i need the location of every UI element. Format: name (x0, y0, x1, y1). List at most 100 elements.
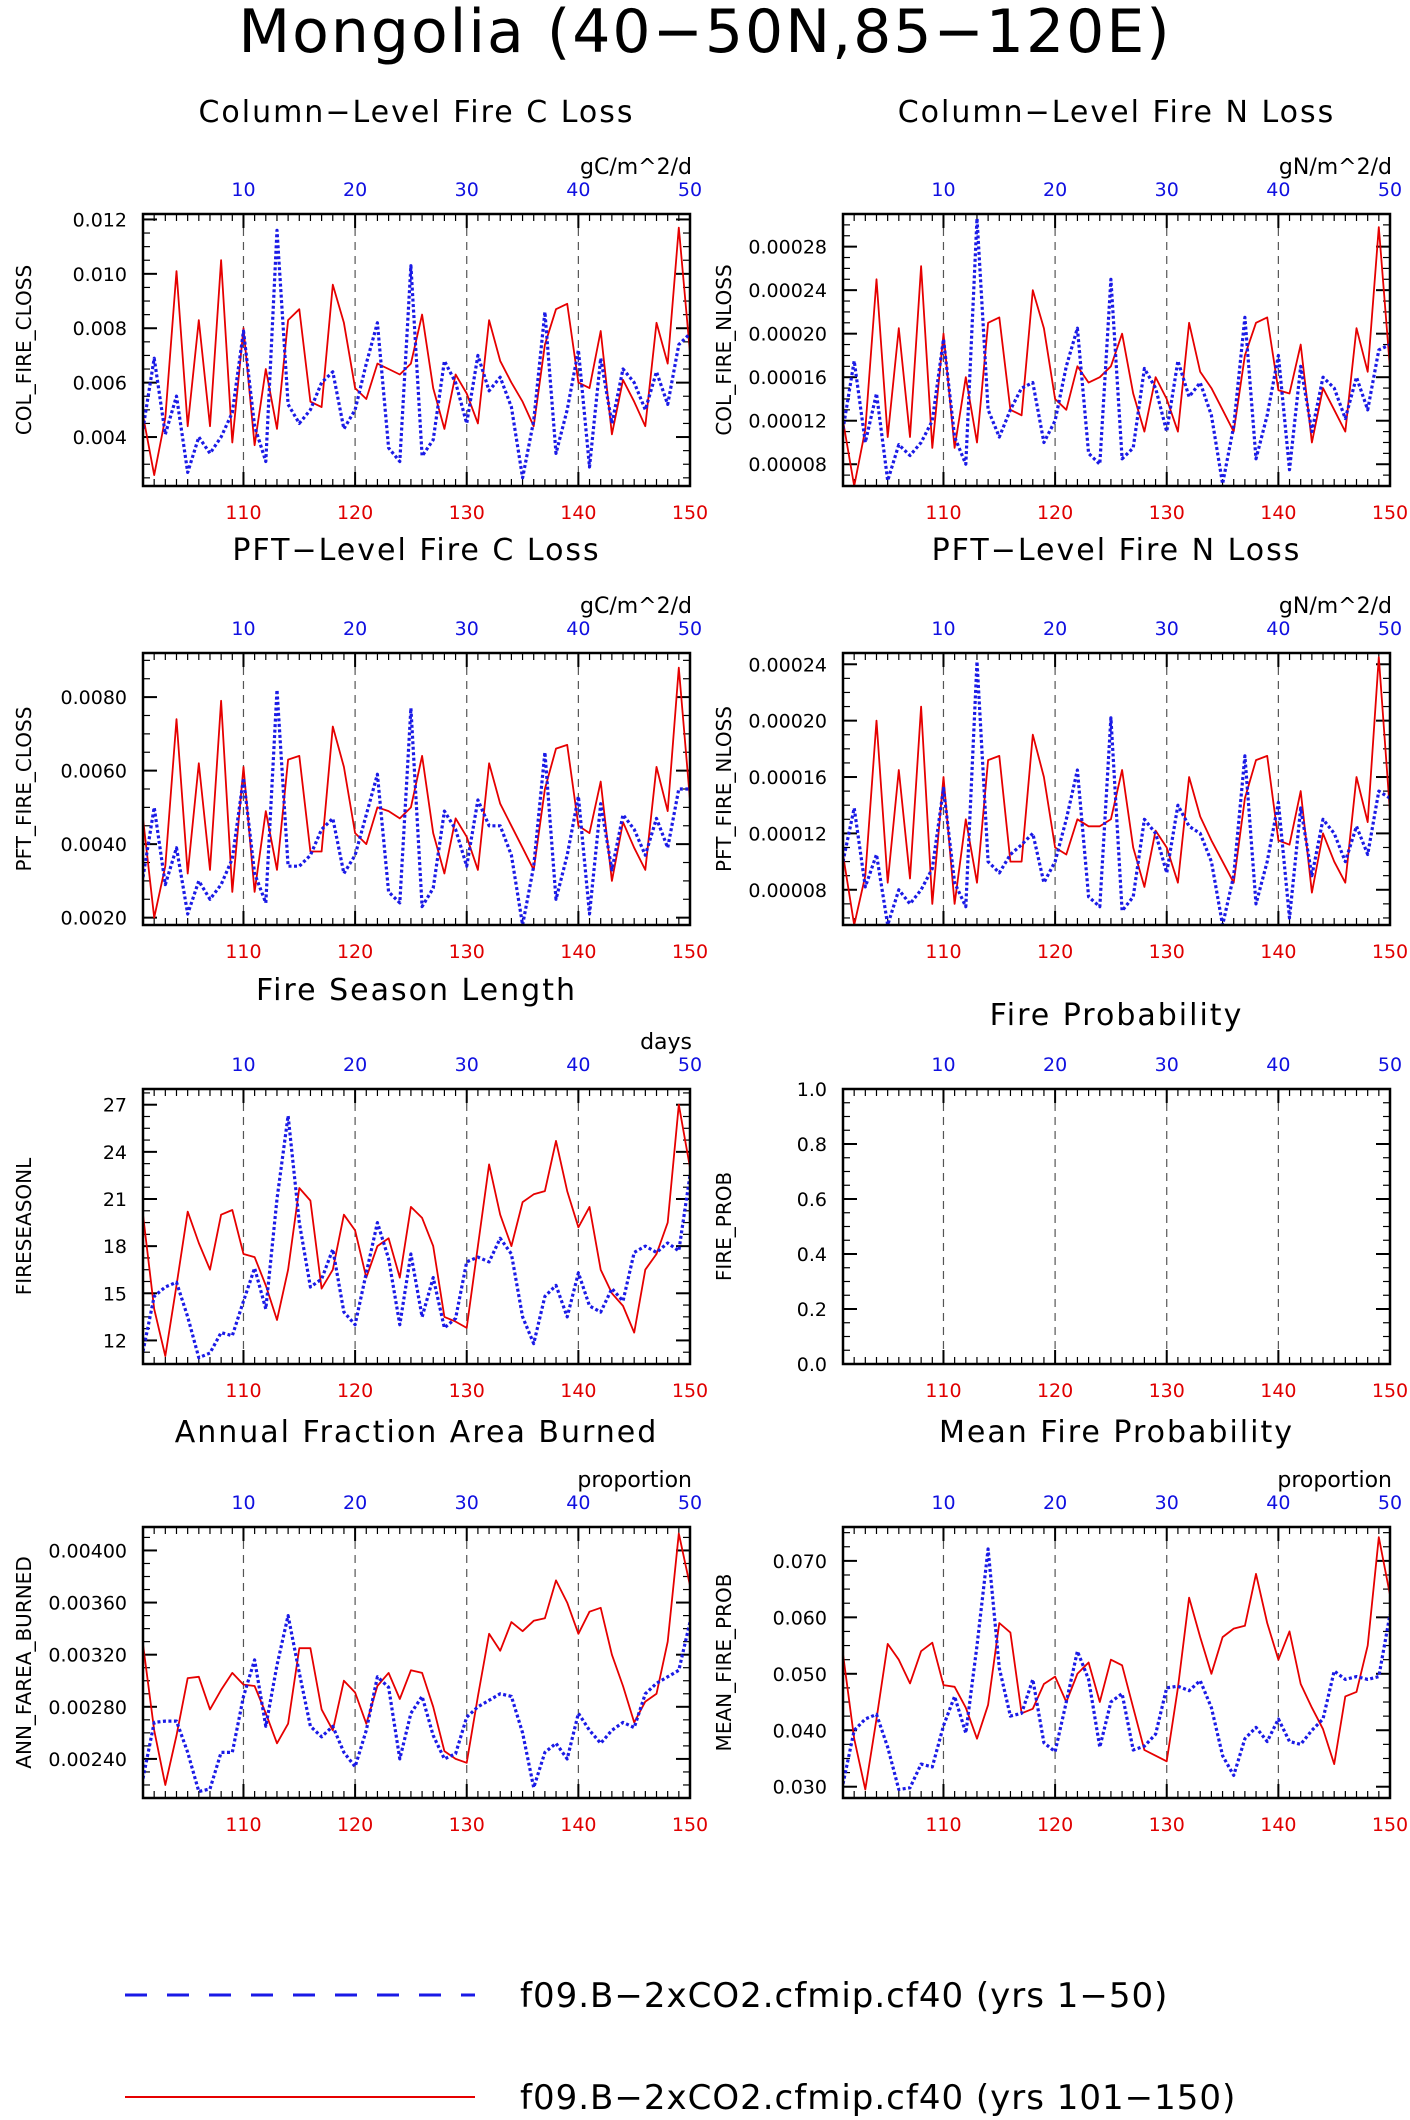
plot-frame (141, 1525, 692, 1800)
panel-title: Column−Level Fire N Loss (898, 95, 1336, 130)
y-tick-label: 0.00008 (748, 880, 827, 902)
y-tick-label: 0.030 (773, 1777, 827, 1799)
units-label: gN/m^2/d (1279, 594, 1392, 619)
x-tick-label-top: 10 (931, 179, 955, 201)
x-tick-label-bottom: 150 (1372, 1380, 1408, 1402)
y-tick-label: 0.0080 (61, 687, 127, 709)
x-tick-label-top: 30 (455, 179, 479, 201)
units-label: gN/m^2/d (1279, 155, 1392, 180)
y-tick-label: 0.00028 (748, 237, 827, 259)
x-tick-label-top: 20 (1043, 1054, 1067, 1076)
x-tick-label-top: 30 (455, 1492, 479, 1514)
x-tick-label-bottom: 150 (1372, 502, 1408, 524)
figure-title: Mongolia (40−50N,85−120E) (238, 0, 1171, 67)
x-tick-label-bottom: 130 (1149, 1814, 1185, 1836)
x-tick-label-bottom: 120 (337, 941, 373, 963)
x-tick-label-top: 10 (231, 1492, 255, 1514)
y-tick-label: 27 (103, 1095, 127, 1117)
y-axis-label: COL_FIRE_NLOSS (712, 264, 736, 435)
x-tick-label-bottom: 110 (225, 941, 261, 963)
series-line-yrs-1-50 (143, 1613, 690, 1794)
x-tick-label-top: 50 (678, 179, 702, 201)
plot-frame (841, 212, 1392, 488)
y-tick-label: 21 (103, 1189, 127, 1211)
x-tick-label-top: 50 (678, 1492, 702, 1514)
x-tick-label-top: 30 (1155, 1492, 1179, 1514)
x-tick-label-bottom: 110 (925, 1814, 961, 1836)
x-tick-label-bottom: 110 (925, 502, 961, 524)
plot-frame (141, 212, 692, 488)
x-tick-label-bottom: 120 (337, 1380, 373, 1402)
x-tick-label-bottom: 110 (225, 1380, 261, 1402)
plot-frame (141, 651, 692, 927)
x-tick-label-top: 30 (455, 1054, 479, 1076)
x-tick-label-top: 40 (566, 1492, 590, 1514)
x-tick-label-bottom: 140 (560, 1380, 596, 1402)
y-tick-label: 0.0 (797, 1354, 827, 1376)
y-tick-label: 0.8 (797, 1134, 827, 1156)
x-tick-label-bottom: 150 (672, 502, 708, 524)
x-tick-label-top: 40 (1266, 1054, 1290, 1076)
units-label: proportion (577, 1468, 692, 1493)
x-tick-label-top: 50 (1378, 1492, 1402, 1514)
x-tick-label-top: 50 (1378, 179, 1402, 201)
series-line-yrs-1-50 (143, 1114, 690, 1360)
y-tick-label: 15 (103, 1283, 127, 1305)
plot-frame (141, 1087, 692, 1366)
x-tick-label-top: 40 (1266, 179, 1290, 201)
y-axis-label: MEAN_FIRE_PROB (712, 1574, 736, 1752)
y-tick-label: 0.0040 (61, 834, 127, 856)
x-tick-label-bottom: 130 (449, 1380, 485, 1402)
y-tick-label: 0.070 (773, 1551, 827, 1573)
legend: f09.B−2xCO2.cfmip.cf40 (yrs 1−50) f09.B−… (125, 1976, 1236, 2118)
x-tick-label-bottom: 120 (1037, 1814, 1073, 1836)
y-tick-label: 0.00016 (748, 767, 827, 789)
y-axis-label: FIRE_PROB (712, 1172, 736, 1281)
y-tick-label: 0.012 (73, 209, 127, 231)
y-tick-label: 0.00020 (748, 711, 827, 733)
x-tick-label-top: 20 (1043, 1492, 1067, 1514)
x-tick-label-bottom: 150 (672, 941, 708, 963)
y-tick-label: 0.00016 (748, 367, 827, 389)
x-tick-label-top: 40 (566, 618, 590, 640)
x-tick-label-top: 10 (931, 1492, 955, 1514)
x-tick-label-top: 40 (1266, 618, 1290, 640)
x-tick-label-top: 30 (1155, 179, 1179, 201)
chart-panel-8: Mean Fire Probability proportion MEAN_FIRE… (712, 1415, 1408, 1836)
x-tick-label-bottom: 140 (560, 1814, 596, 1836)
y-tick-label: 12 (103, 1330, 127, 1352)
y-tick-label: 0.050 (773, 1664, 827, 1686)
panel-title: Annual Fraction Area Burned (175, 1415, 659, 1450)
x-tick-label-top: 50 (678, 618, 702, 640)
x-tick-label-top: 30 (1155, 1054, 1179, 1076)
y-tick-label: 0.060 (773, 1607, 827, 1629)
x-tick-label-bottom: 120 (337, 1814, 373, 1836)
x-tick-label-top: 20 (1043, 179, 1067, 201)
chart-panel-6: Fire Probability FIRE_PROB 110 120 130 140 150… (712, 998, 1408, 1402)
y-tick-label: 0.010 (73, 264, 127, 286)
y-tick-label: 0.00008 (748, 454, 827, 476)
x-tick-label-bottom: 110 (925, 1380, 961, 1402)
x-tick-label-bottom: 150 (1372, 1814, 1408, 1836)
x-tick-label-bottom: 130 (1149, 1380, 1185, 1402)
series-line-yrs-1-50 (143, 228, 690, 480)
plot-frame (841, 1087, 1392, 1366)
y-tick-label: 0.00240 (48, 1749, 127, 1771)
x-tick-label-top: 10 (931, 1054, 955, 1076)
x-tick-label-top: 50 (1378, 618, 1402, 640)
x-tick-label-top: 10 (231, 1054, 255, 1076)
series-line-yrs-1-50 (843, 1547, 1390, 1792)
x-tick-label-bottom: 140 (1260, 502, 1296, 524)
legend-label-red: f09.B−2xCO2.cfmip.cf40 (yrs 101−150) (520, 2078, 1236, 2118)
x-tick-label-bottom: 120 (1037, 941, 1073, 963)
y-tick-label: 0.00020 (748, 324, 827, 346)
panel-title: PFT−Level Fire C Loss (232, 533, 600, 568)
x-tick-label-top: 30 (1155, 618, 1179, 640)
units-label: gC/m^2/d (580, 155, 692, 180)
x-tick-label-bottom: 120 (1037, 502, 1073, 524)
y-tick-label: 0.00012 (748, 411, 827, 433)
panel-title: Mean Fire Probability (939, 1415, 1294, 1450)
series-line-yrs-101-150 (143, 1103, 690, 1357)
x-tick-label-bottom: 130 (449, 1814, 485, 1836)
